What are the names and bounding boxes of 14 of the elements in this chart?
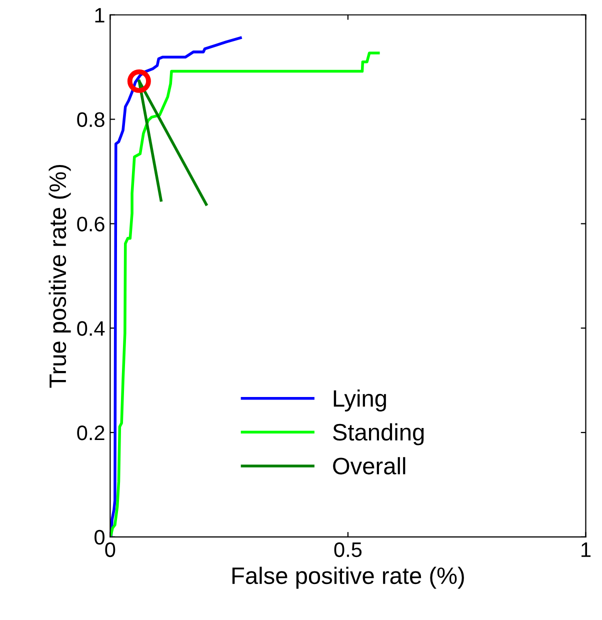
legend-label: Lying xyxy=(334,389,386,412)
x-tick-label: 0 xyxy=(105,542,116,558)
x-tick-label: 0.5 xyxy=(334,542,362,558)
y-tick-label: 0.6 xyxy=(77,216,104,232)
y-axis-title: True positive rate (%) xyxy=(48,164,71,388)
legend-label: Standing xyxy=(333,423,424,446)
y-tick-label: 1 xyxy=(95,8,104,22)
x-axis-title: False positive rate (%) xyxy=(232,566,464,589)
y-tick-label: 0.2 xyxy=(77,426,104,440)
x-tick-label: 1 xyxy=(582,542,591,557)
legend-label: Overall xyxy=(333,457,406,474)
y-tick-label: 0.8 xyxy=(77,112,104,128)
y-tick-label: 0.4 xyxy=(77,321,105,336)
y-tick-label: 0 xyxy=(94,530,104,545)
